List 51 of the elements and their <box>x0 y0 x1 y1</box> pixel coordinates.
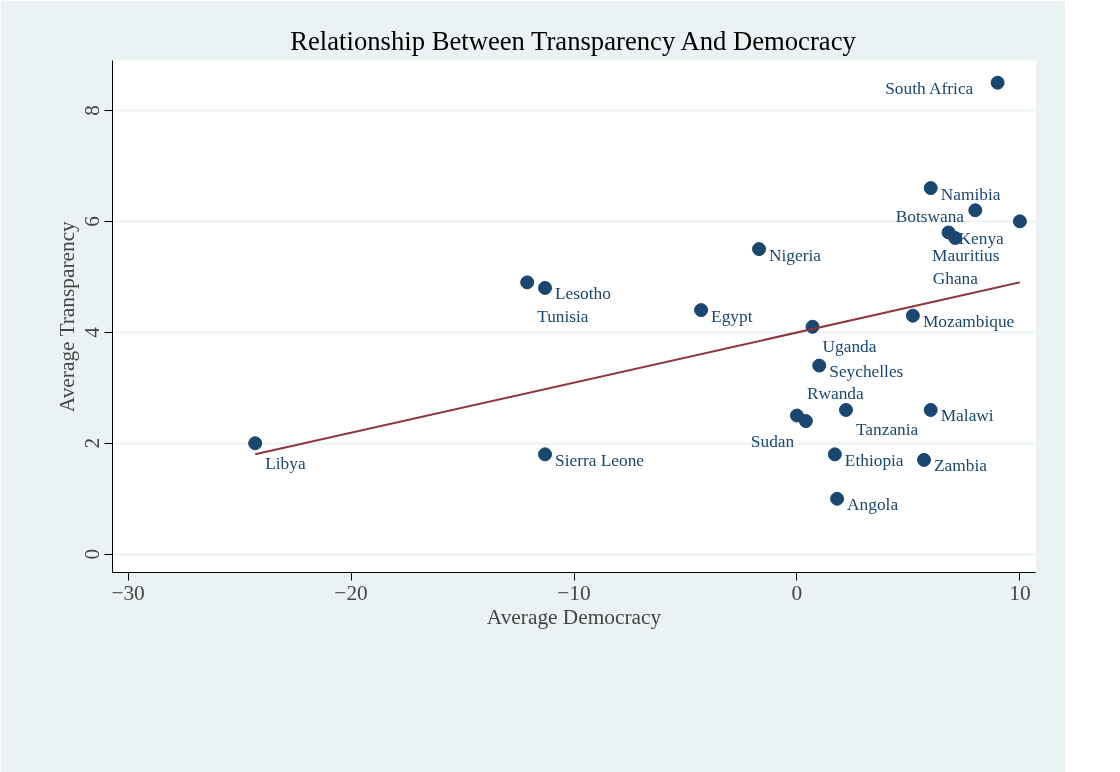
annotation: Libya <box>265 453 306 473</box>
x-tick-label: −10 <box>557 580 591 605</box>
point <box>752 242 767 257</box>
y-tick-label: 2 <box>80 437 105 449</box>
annotation: Egypt <box>711 306 753 326</box>
point <box>520 275 535 290</box>
annotation: Seychelles <box>829 362 904 382</box>
point <box>538 447 553 462</box>
annotation: Uganda <box>822 337 877 357</box>
point <box>1012 214 1027 229</box>
point <box>917 452 932 467</box>
y-tick-label: 8 <box>80 105 105 116</box>
annotation: Tanzania <box>856 420 919 440</box>
y-axis-title: Average Transparency <box>54 220 79 413</box>
point <box>839 402 853 417</box>
x-tick-label: 0 <box>791 580 803 605</box>
annotation: Zambia <box>934 456 988 476</box>
point <box>827 447 842 462</box>
x-tick-label: 10 <box>1009 580 1031 605</box>
y-tick-label: 0 <box>80 548 105 560</box>
point <box>694 303 709 318</box>
chart-title: Relationship Between Transparency And Democracy <box>290 25 857 56</box>
point <box>923 181 938 196</box>
point <box>923 402 938 417</box>
annotation: Namibia <box>940 184 1001 204</box>
point <box>798 414 813 429</box>
annotation: Tunisia <box>537 306 589 326</box>
y-tick-label: 6 <box>80 215 105 227</box>
x-tick-label: −30 <box>111 580 145 605</box>
annotation: Lesotho <box>555 284 611 304</box>
annotation: Ethiopia <box>844 450 904 470</box>
annotation: South Africa <box>885 79 974 99</box>
point <box>830 491 845 506</box>
point <box>990 75 1005 90</box>
point <box>905 308 920 323</box>
point <box>968 203 983 218</box>
annotation: Rwanda <box>806 384 865 404</box>
annotation: Mozambique <box>922 312 1015 332</box>
annotation: Ghana <box>932 268 979 288</box>
annotation: Malawi <box>940 406 994 426</box>
annotation: Botswana <box>895 206 965 226</box>
annotation: Sierra Leone <box>555 450 645 470</box>
annotation: Nigeria <box>769 245 822 265</box>
y-tick-label: 4 <box>80 326 105 338</box>
x-axis-title: Average Democracy <box>486 604 662 629</box>
point <box>812 358 827 373</box>
annotation: Sudan <box>750 431 795 451</box>
x-tick-label: −20 <box>334 580 368 605</box>
annotation: Angola <box>847 495 899 515</box>
point <box>538 280 553 295</box>
point <box>248 436 263 451</box>
